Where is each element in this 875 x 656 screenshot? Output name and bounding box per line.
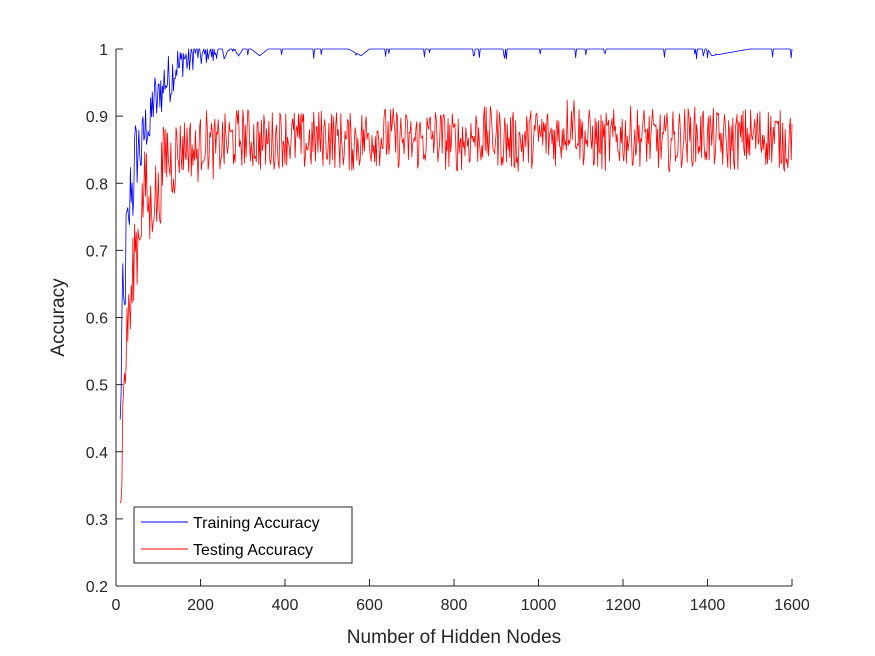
y-tick-label: 1 (99, 42, 108, 59)
y-tick-label: 0.4 (86, 445, 108, 462)
series-line-training (119, 48, 793, 420)
series-layer (119, 48, 793, 504)
legend: Training Accuracy Testing Accuracy (133, 506, 353, 564)
plot-area: 0 200 400 600 800 1000 1200 1400 1600 0.20.30.40… (86, 42, 810, 614)
y-tick-label: 0.6 (86, 311, 108, 328)
x-tick-label: 1400 (690, 597, 726, 614)
y-tick-label: 0.8 (86, 176, 108, 193)
x-tick-label: 1600 (774, 597, 810, 614)
y-tick-label: 0.2 (86, 579, 108, 596)
x-axis-ticks: 0 200 400 600 800 1000 1200 1400 1600 (112, 579, 810, 614)
y-tick-label: 0.7 (86, 243, 108, 260)
y-tick-label: 0.5 (86, 378, 108, 395)
legend-label-training: Training Accuracy (193, 515, 320, 532)
x-tick-label: 1000 (521, 597, 557, 614)
y-tick-label: 0.9 (86, 109, 108, 126)
series-line-testing (119, 99, 793, 504)
legend-label-testing: Testing Accuracy (193, 542, 313, 559)
y-tick-label: 0.3 (86, 512, 108, 529)
x-tick-label: 800 (441, 597, 468, 614)
y-axis-ticks: 0.2 0.3 0.4 0.5 0.6 0.7 0.8 0.9 1 (86, 42, 123, 596)
x-axis-label: Number of Hidden Nodes (347, 627, 561, 648)
y-axis-label: Accuracy (48, 278, 69, 357)
x-tick-label: 600 (356, 597, 383, 614)
legend-box (133, 506, 353, 564)
x-tick-label: 1200 (605, 597, 641, 614)
x-tick-label: 400 (272, 597, 299, 614)
x-tick-label: 0 (112, 597, 121, 614)
x-tick-label: 200 (187, 597, 214, 614)
